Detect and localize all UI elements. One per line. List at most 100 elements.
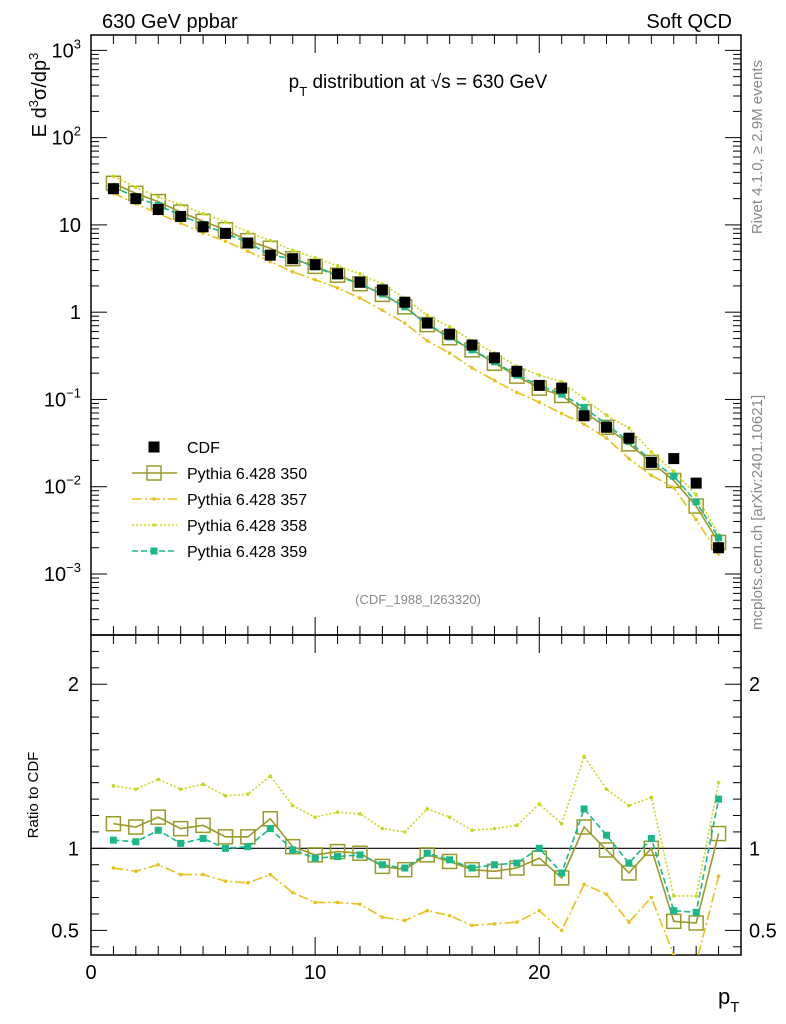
data-point: [466, 339, 478, 351]
legend-marker: [146, 465, 162, 481]
ratio-point: [356, 851, 364, 859]
data-point: [444, 328, 456, 340]
ratio-series-line: [113, 798, 720, 914]
ratio-point: [380, 915, 385, 920]
ratio-point: [223, 879, 228, 883]
data-point: [694, 517, 698, 522]
ratio-point: [441, 853, 458, 870]
data-point: [313, 277, 317, 282]
data-point: [713, 542, 725, 554]
data-point: [537, 400, 542, 405]
ratio-point: [223, 794, 228, 798]
data-point: [178, 221, 183, 225]
y-tick-label: 10−1: [44, 385, 81, 411]
data-point: [287, 253, 299, 265]
ratio-point: [559, 821, 564, 826]
y-tick-label: 103: [52, 36, 81, 62]
ratio-point: [313, 815, 317, 819]
legend-label: Pythia 6.428 357: [187, 492, 307, 509]
data-point: [134, 185, 138, 190]
x-tick-label: 20: [528, 962, 550, 984]
ratio-point: [335, 900, 340, 905]
main-y-axis-label: E d3σ/dp3: [26, 53, 51, 138]
ratio-point: [425, 807, 430, 811]
data-point: [399, 296, 411, 308]
ratio-series-line: [113, 816, 720, 924]
legend-entry: Pythia 6.428 350: [132, 465, 307, 483]
ratio-point: [580, 805, 588, 813]
data-point: [582, 422, 586, 427]
mcplots-label: mcplots.cern.ch [arXiv:2401.10621]: [749, 395, 766, 630]
legend-entry: Pythia 6.428 358: [132, 518, 307, 535]
data-point: [580, 403, 588, 411]
ratio-point: [156, 777, 161, 782]
data-point: [246, 249, 250, 253]
ratio-point: [666, 913, 682, 930]
ratio-y-tick-label: 0.5: [51, 920, 79, 942]
ratio-point: [380, 826, 385, 831]
data-point: [515, 390, 519, 395]
ratio-point: [649, 795, 654, 800]
ratio-point: [246, 792, 250, 796]
legend: CDF Pythia 6.428 350 Pythia 6.428 357 Pythi…: [132, 440, 307, 561]
header-right: Soft QCD: [646, 11, 732, 33]
data-point: [264, 249, 276, 261]
ratio-point: [358, 902, 362, 906]
ratio-point: [515, 823, 519, 828]
ratio-plot-frame: [90, 634, 742, 956]
data-point: [598, 419, 615, 436]
ratio-point: [178, 872, 183, 877]
ratio-point: [716, 780, 721, 785]
ratio-point: [535, 844, 543, 852]
x-tick-label: 0: [85, 962, 96, 984]
ratio-point: [558, 869, 566, 877]
data-point: [643, 454, 660, 471]
ratio-point: [268, 872, 273, 877]
ratio-y-axis-label: Ratio to CDF: [25, 752, 42, 839]
data-point: [627, 426, 631, 430]
ratio-point: [625, 859, 633, 867]
data-point: [201, 212, 205, 216]
ratio-point: [289, 846, 297, 854]
data-point: [692, 498, 700, 506]
data-point: [309, 259, 321, 271]
data-point: [511, 365, 523, 377]
data-point: [556, 382, 568, 394]
data-point: [671, 469, 676, 474]
data-point: [111, 174, 116, 179]
legend-marker: [150, 547, 158, 555]
data-point: [582, 396, 586, 401]
ratio-series-pythia-6-428-359: [109, 795, 723, 916]
data-point: [670, 472, 678, 480]
analysis-tag: (CDF_1988_I263320): [355, 592, 481, 607]
data-point: [130, 193, 142, 205]
data-point: [425, 339, 430, 343]
data-point: [604, 436, 609, 440]
data-point: [313, 255, 317, 260]
ratio-point: [470, 828, 474, 833]
ratio-point: [290, 890, 295, 895]
ratio-point: [401, 864, 409, 872]
ratio-y-tick-label: 2: [68, 674, 79, 696]
ratio-point: [715, 795, 723, 803]
ratio-point: [582, 882, 586, 887]
ratio-series-pythia-6-428-357: [111, 862, 721, 955]
ratio-point: [352, 845, 368, 862]
data-point: [604, 413, 609, 418]
ratio-point: [402, 918, 407, 923]
ratio-point: [468, 864, 476, 872]
ratio-y-tick-label: 1: [68, 838, 79, 860]
data-point: [533, 379, 545, 391]
ratio-point: [423, 849, 431, 857]
ratio-point: [244, 843, 252, 851]
ratio-point: [627, 803, 631, 808]
ratio-point: [134, 787, 138, 792]
ratio-point: [425, 908, 430, 913]
data-point: [156, 194, 161, 199]
ratio-point: [671, 953, 676, 955]
ratio-point: [128, 819, 144, 835]
data-point: [488, 352, 500, 364]
ratio-point: [335, 810, 340, 815]
ratio-series-group: [105, 754, 727, 955]
